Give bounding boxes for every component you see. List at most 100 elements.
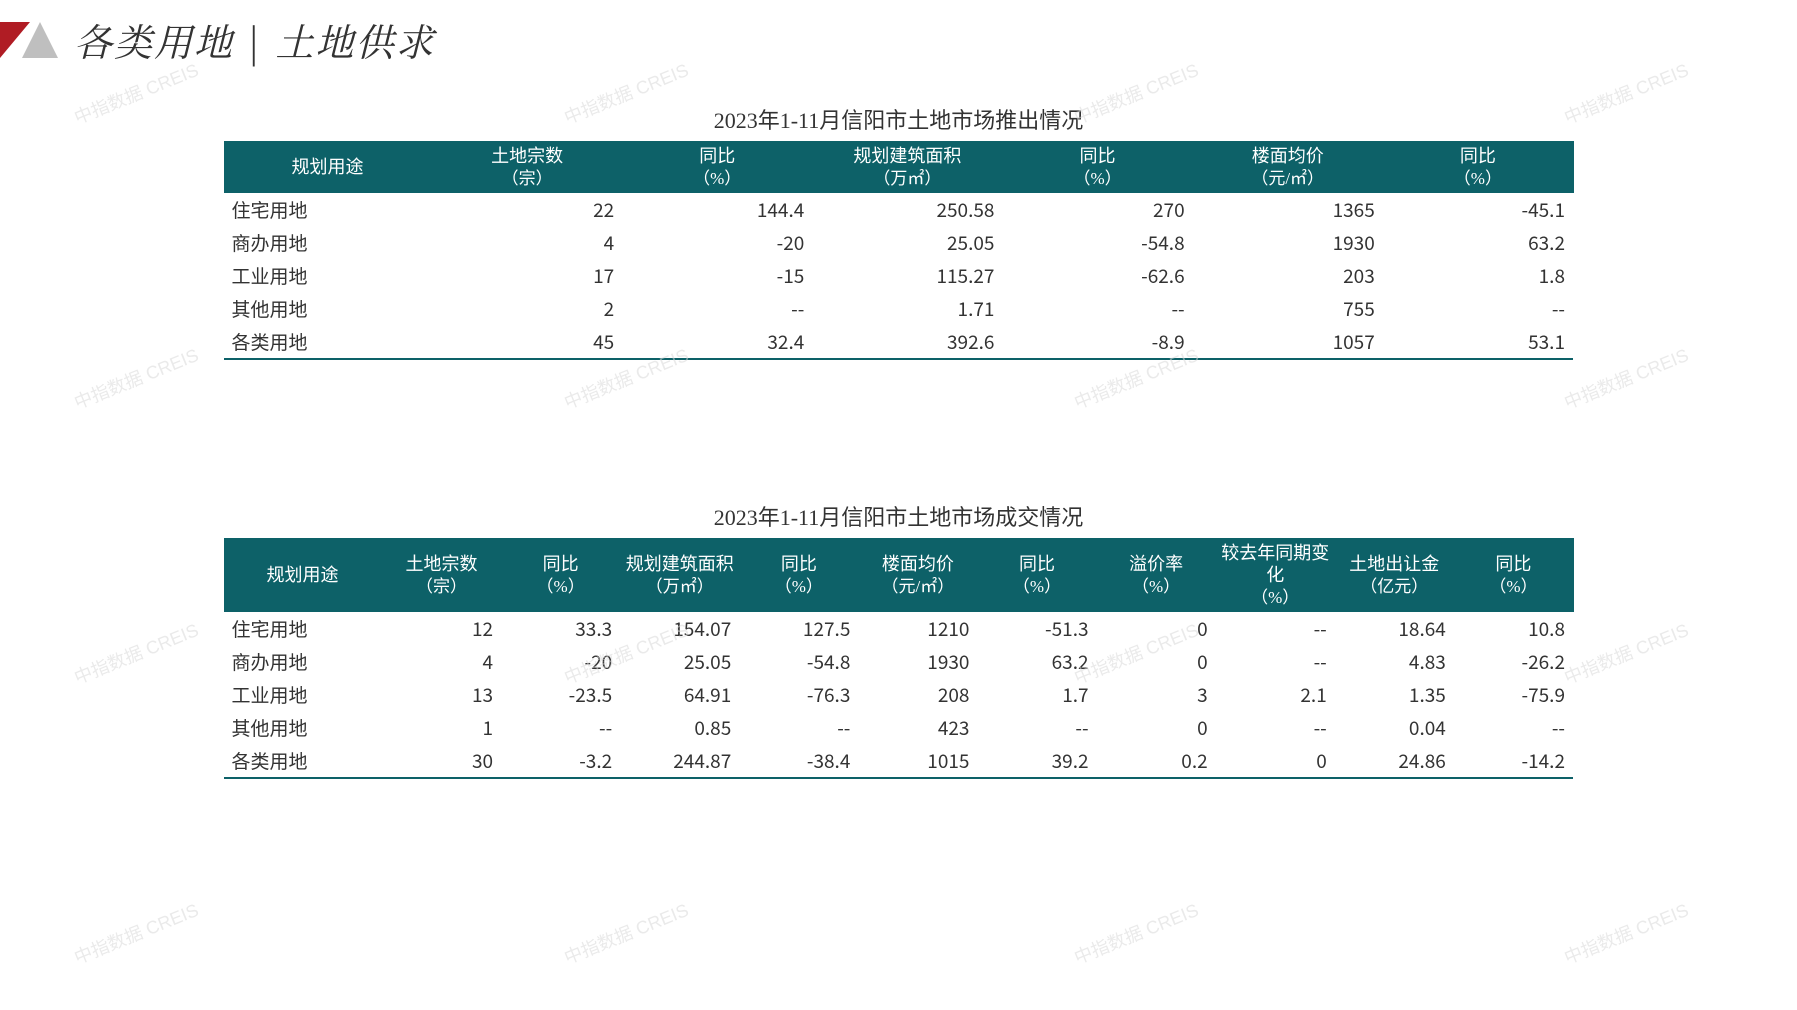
table-cell: 32.4 <box>622 325 812 359</box>
watermark-text: 中指数据 CREIS <box>1070 896 1202 970</box>
table-cell: 1057 <box>1193 325 1383 359</box>
table-cell: 各类用地 <box>224 325 433 359</box>
table-row: 商办用地4-2025.05-54.8193063.2 <box>224 226 1574 259</box>
table-col-header: 同比（%） <box>977 538 1096 612</box>
table-cell: 1 <box>382 711 501 744</box>
table-row: 各类用地30-3.2244.87-38.4101539.20.2024.86-1… <box>224 744 1574 778</box>
table-cell: 22 <box>432 193 622 226</box>
table-cell: -8.9 <box>1002 325 1192 359</box>
table-col-header: 土地出让金（亿元） <box>1335 538 1454 612</box>
table-cell: -3.2 <box>501 744 620 778</box>
table1: 规划用途土地宗数（宗）同比（%）规划建筑面积（万㎡）同比（%）楼面均价（元/㎡）… <box>224 141 1574 360</box>
table-cell: 392.6 <box>812 325 1002 359</box>
table-cell: -15 <box>622 259 812 292</box>
table-cell: 144.4 <box>622 193 812 226</box>
watermark-text: 中指数据 CREIS <box>70 616 202 690</box>
table-cell: 0 <box>1097 711 1216 744</box>
table-cell: 203 <box>1193 259 1383 292</box>
table-row: 住宅用地22144.4250.582701365-45.1 <box>224 193 1574 226</box>
table-cell: 12 <box>382 612 501 645</box>
table-header-row: 规划用途土地宗数（宗）同比（%）规划建筑面积（万㎡）同比（%）楼面均价（元/㎡）… <box>224 538 1574 612</box>
table-cell: 25.05 <box>812 226 1002 259</box>
table-cell: 住宅用地 <box>224 193 433 226</box>
table-cell: 17 <box>432 259 622 292</box>
table-cell: -- <box>1454 711 1573 744</box>
table-cell: 0.85 <box>620 711 739 744</box>
table-cell: 2 <box>432 292 622 325</box>
table-cell: 住宅用地 <box>224 612 383 645</box>
table-cell: 1.7 <box>977 678 1096 711</box>
table-cell: 商办用地 <box>224 645 383 678</box>
table-cell: 115.27 <box>812 259 1002 292</box>
table-cell: 其他用地 <box>224 292 433 325</box>
table-cell: -- <box>1383 292 1573 325</box>
table-cell: 1930 <box>858 645 977 678</box>
table-cell: -54.8 <box>739 645 858 678</box>
table-cell: 18.64 <box>1335 612 1454 645</box>
table-cell: 39.2 <box>977 744 1096 778</box>
table-cell: 270 <box>1002 193 1192 226</box>
watermark-text: 中指数据 CREIS <box>1560 616 1692 690</box>
table-cell: 各类用地 <box>224 744 383 778</box>
table-row: 其他用地1--0.85--423--0--0.04-- <box>224 711 1574 744</box>
table-cell: -38.4 <box>739 744 858 778</box>
table-cell: 0 <box>1097 645 1216 678</box>
table-cell: 1.71 <box>812 292 1002 325</box>
table-cell: 4.83 <box>1335 645 1454 678</box>
table-cell: -- <box>1216 612 1335 645</box>
title-separator-icon: | <box>246 12 264 67</box>
table-cell: -75.9 <box>1454 678 1573 711</box>
table-cell: 其他用地 <box>224 711 383 744</box>
table-row: 工业用地13-23.564.91-76.32081.732.11.35-75.9 <box>224 678 1574 711</box>
table2-body: 住宅用地1233.3154.07127.51210-51.30--18.6410… <box>224 612 1574 778</box>
table-cell: 64.91 <box>620 678 739 711</box>
table-cell: 208 <box>858 678 977 711</box>
table-cell: 244.87 <box>620 744 739 778</box>
table-cell: -62.6 <box>1002 259 1192 292</box>
table-cell: 10.8 <box>1454 612 1573 645</box>
table-cell: -- <box>1002 292 1192 325</box>
table-cell: 755 <box>1193 292 1383 325</box>
table-cell: 0 <box>1097 612 1216 645</box>
table-cell: 33.3 <box>501 612 620 645</box>
table-cell: -- <box>501 711 620 744</box>
table-col-header: 土地宗数（宗） <box>382 538 501 612</box>
table-cell: 30 <box>382 744 501 778</box>
watermark-text: 中指数据 CREIS <box>1560 896 1692 970</box>
brand-logo-icon <box>0 22 62 58</box>
table-cell: 2.1 <box>1216 678 1335 711</box>
table-header-row: 规划用途土地宗数（宗）同比（%）规划建筑面积（万㎡）同比（%）楼面均价（元/㎡）… <box>224 141 1574 193</box>
table-cell: -- <box>622 292 812 325</box>
table-cell: 4 <box>432 226 622 259</box>
table-col-header: 规划用途 <box>224 538 383 612</box>
table-cell: 1365 <box>1193 193 1383 226</box>
table-cell: 工业用地 <box>224 259 433 292</box>
table-col-header: 规划建筑面积（万㎡） <box>812 141 1002 193</box>
table-cell: 250.58 <box>812 193 1002 226</box>
table-cell: 4 <box>382 645 501 678</box>
table-cell: 1930 <box>1193 226 1383 259</box>
table-cell: 0.2 <box>1097 744 1216 778</box>
title-right: 土地供求 <box>276 12 436 67</box>
page: 各类用地 | 土地供求 2023年1-11月信阳市土地市场推出情况 规划用途土地… <box>0 0 1797 1010</box>
table-cell: 1210 <box>858 612 977 645</box>
table-cell: -23.5 <box>501 678 620 711</box>
table-col-header: 土地宗数（宗） <box>432 141 622 193</box>
table-col-header: 楼面均价（元/㎡） <box>1193 141 1383 193</box>
page-header: 各类用地 | 土地供求 <box>0 0 1797 77</box>
table-cell: 0 <box>1216 744 1335 778</box>
watermark-text: 中指数据 CREIS <box>560 896 692 970</box>
table1-body: 住宅用地22144.4250.582701365-45.1商办用地4-2025.… <box>224 193 1574 359</box>
table-cell: -14.2 <box>1454 744 1573 778</box>
table2-caption: 2023年1-11月信阳市土地市场成交情况 <box>224 500 1574 532</box>
table-cell: -20 <box>622 226 812 259</box>
table-cell: -20 <box>501 645 620 678</box>
table-col-header: 楼面均价（元/㎡） <box>858 538 977 612</box>
table-cell: 53.1 <box>1383 325 1573 359</box>
table-cell: -45.1 <box>1383 193 1573 226</box>
table-row: 各类用地4532.4392.6-8.9105753.1 <box>224 325 1574 359</box>
table-cell: 63.2 <box>1383 226 1573 259</box>
table-col-header: 规划建筑面积（万㎡） <box>620 538 739 612</box>
table-cell: 1.35 <box>1335 678 1454 711</box>
table-col-header: 较去年同期变化（%） <box>1216 538 1335 612</box>
